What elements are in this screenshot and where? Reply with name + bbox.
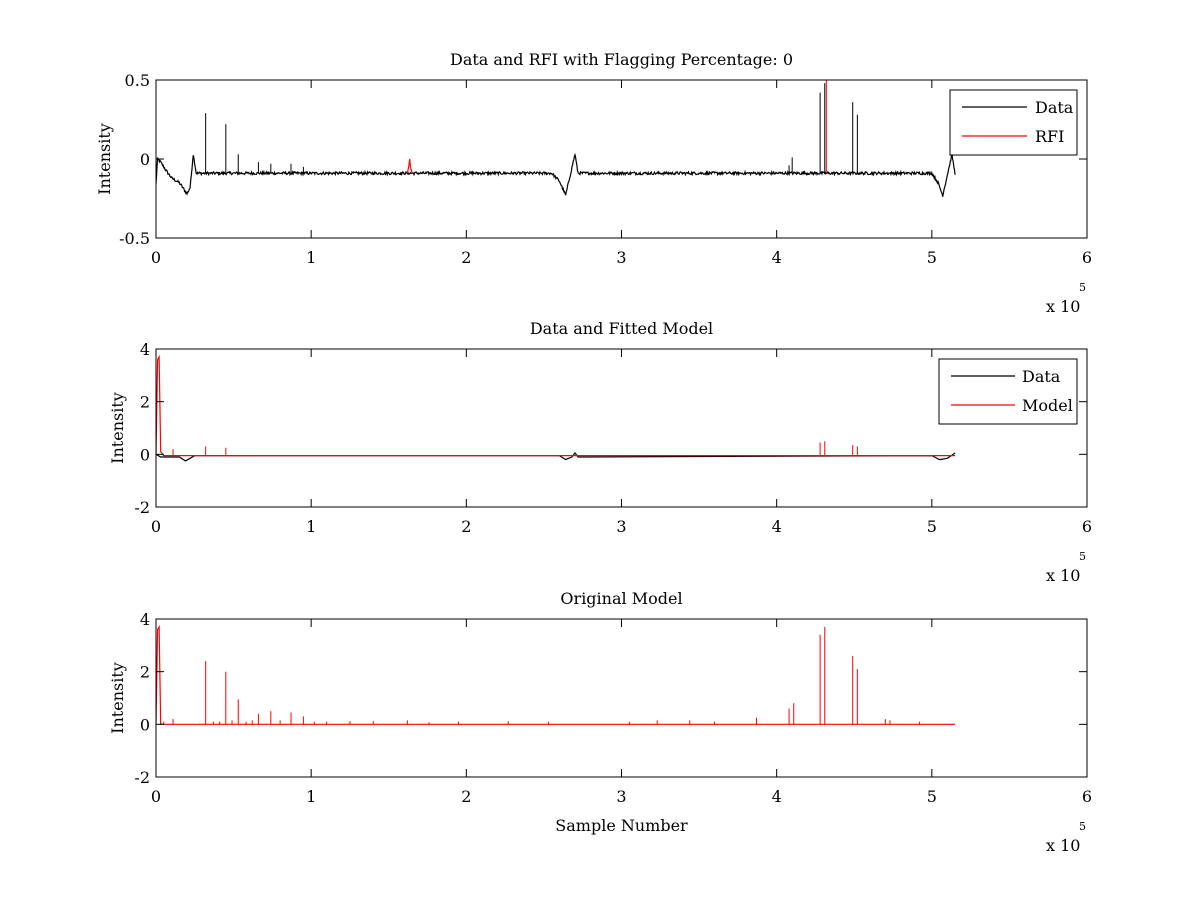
- y-axis-label: Intensity: [95, 123, 114, 195]
- x-multiplier: x 10 5: [1046, 550, 1086, 585]
- legend: Data Model: [938, 358, 1078, 425]
- x-multiplier-base: x 10: [1046, 836, 1080, 855]
- legend-label-model: Model: [1022, 396, 1073, 415]
- x-tick-label: 3: [616, 248, 626, 267]
- y-tick-label: 0: [140, 150, 150, 169]
- y-axis-label: Intensity: [108, 392, 127, 464]
- x-multiplier-base: x 10: [1046, 566, 1080, 585]
- legend-label-data: Data: [1035, 98, 1074, 117]
- y-tick-label: -2: [134, 498, 150, 517]
- x-multiplier: x 10 5: [1046, 281, 1086, 316]
- series-line-data: [156, 452, 956, 462]
- subplot-title: Data and Fitted Model: [530, 319, 713, 338]
- legend-label-data: Data: [1022, 367, 1061, 386]
- legend-box: [938, 358, 1078, 425]
- x-tick-label: 4: [772, 517, 782, 536]
- plot-series: [156, 354, 956, 462]
- x-tick-label: 5: [927, 517, 937, 536]
- plot-series: [156, 624, 956, 725]
- x-tick-label: 1: [306, 248, 316, 267]
- x-tick-label: 2: [461, 517, 471, 536]
- x-axis-label: Sample Number: [555, 816, 688, 835]
- x-tick-label: 6: [1082, 787, 1092, 806]
- x-multiplier-exponent: 5: [1079, 820, 1086, 833]
- legend: Data RFI: [949, 89, 1078, 156]
- y-tick-label: 0: [140, 445, 150, 464]
- x-tick-label: 6: [1082, 248, 1092, 267]
- y-tick-label: 2: [140, 393, 150, 412]
- x-tick-label: 4: [772, 787, 782, 806]
- plot-series: [156, 80, 956, 197]
- x-tick-label: 5: [927, 787, 937, 806]
- legend-label-rfi: RFI: [1035, 127, 1064, 146]
- subplot-title: Original Model: [560, 589, 682, 608]
- series-line-model: [156, 624, 956, 725]
- y-tick-label: 4: [140, 340, 150, 359]
- subplot-title: Data and RFI with Flagging Percentage: 0: [450, 50, 793, 69]
- x-tick-label: 3: [616, 787, 626, 806]
- x-multiplier-exponent: 5: [1079, 281, 1086, 294]
- x-tick-label: 1: [306, 787, 316, 806]
- y-tick-label: 4: [140, 610, 150, 629]
- series-line-rfi: [406, 158, 413, 174]
- x-tick-label: 5: [927, 248, 937, 267]
- x-tick-label: 6: [1082, 517, 1092, 536]
- series-line-model: [156, 354, 956, 457]
- plot-area: [156, 349, 1087, 507]
- x-tick-label: 0: [151, 248, 161, 267]
- y-axis-label: Intensity: [108, 662, 127, 734]
- x-tick-label: 2: [461, 787, 471, 806]
- legend-box: [949, 89, 1078, 156]
- x-multiplier-exponent: 5: [1079, 550, 1086, 563]
- x-tick-label: 3: [616, 517, 626, 536]
- x-tick-label: 0: [151, 787, 161, 806]
- y-tick-label: 0: [140, 715, 150, 734]
- x-tick-label: 1: [306, 517, 316, 536]
- x-tick-label: 0: [151, 517, 161, 536]
- y-tick-label: -0.5: [119, 229, 150, 248]
- plot-area: [156, 619, 1087, 777]
- x-tick-label: 4: [772, 248, 782, 267]
- y-tick-label: -2: [134, 768, 150, 787]
- x-multiplier: x 10 5: [1046, 820, 1086, 855]
- y-tick-label: 0.5: [125, 71, 150, 90]
- plot-area: [156, 80, 1087, 238]
- series-line-data: [156, 152, 956, 197]
- x-tick-label: 2: [461, 248, 471, 267]
- y-tick-label: 2: [140, 663, 150, 682]
- x-multiplier-base: x 10: [1046, 297, 1080, 316]
